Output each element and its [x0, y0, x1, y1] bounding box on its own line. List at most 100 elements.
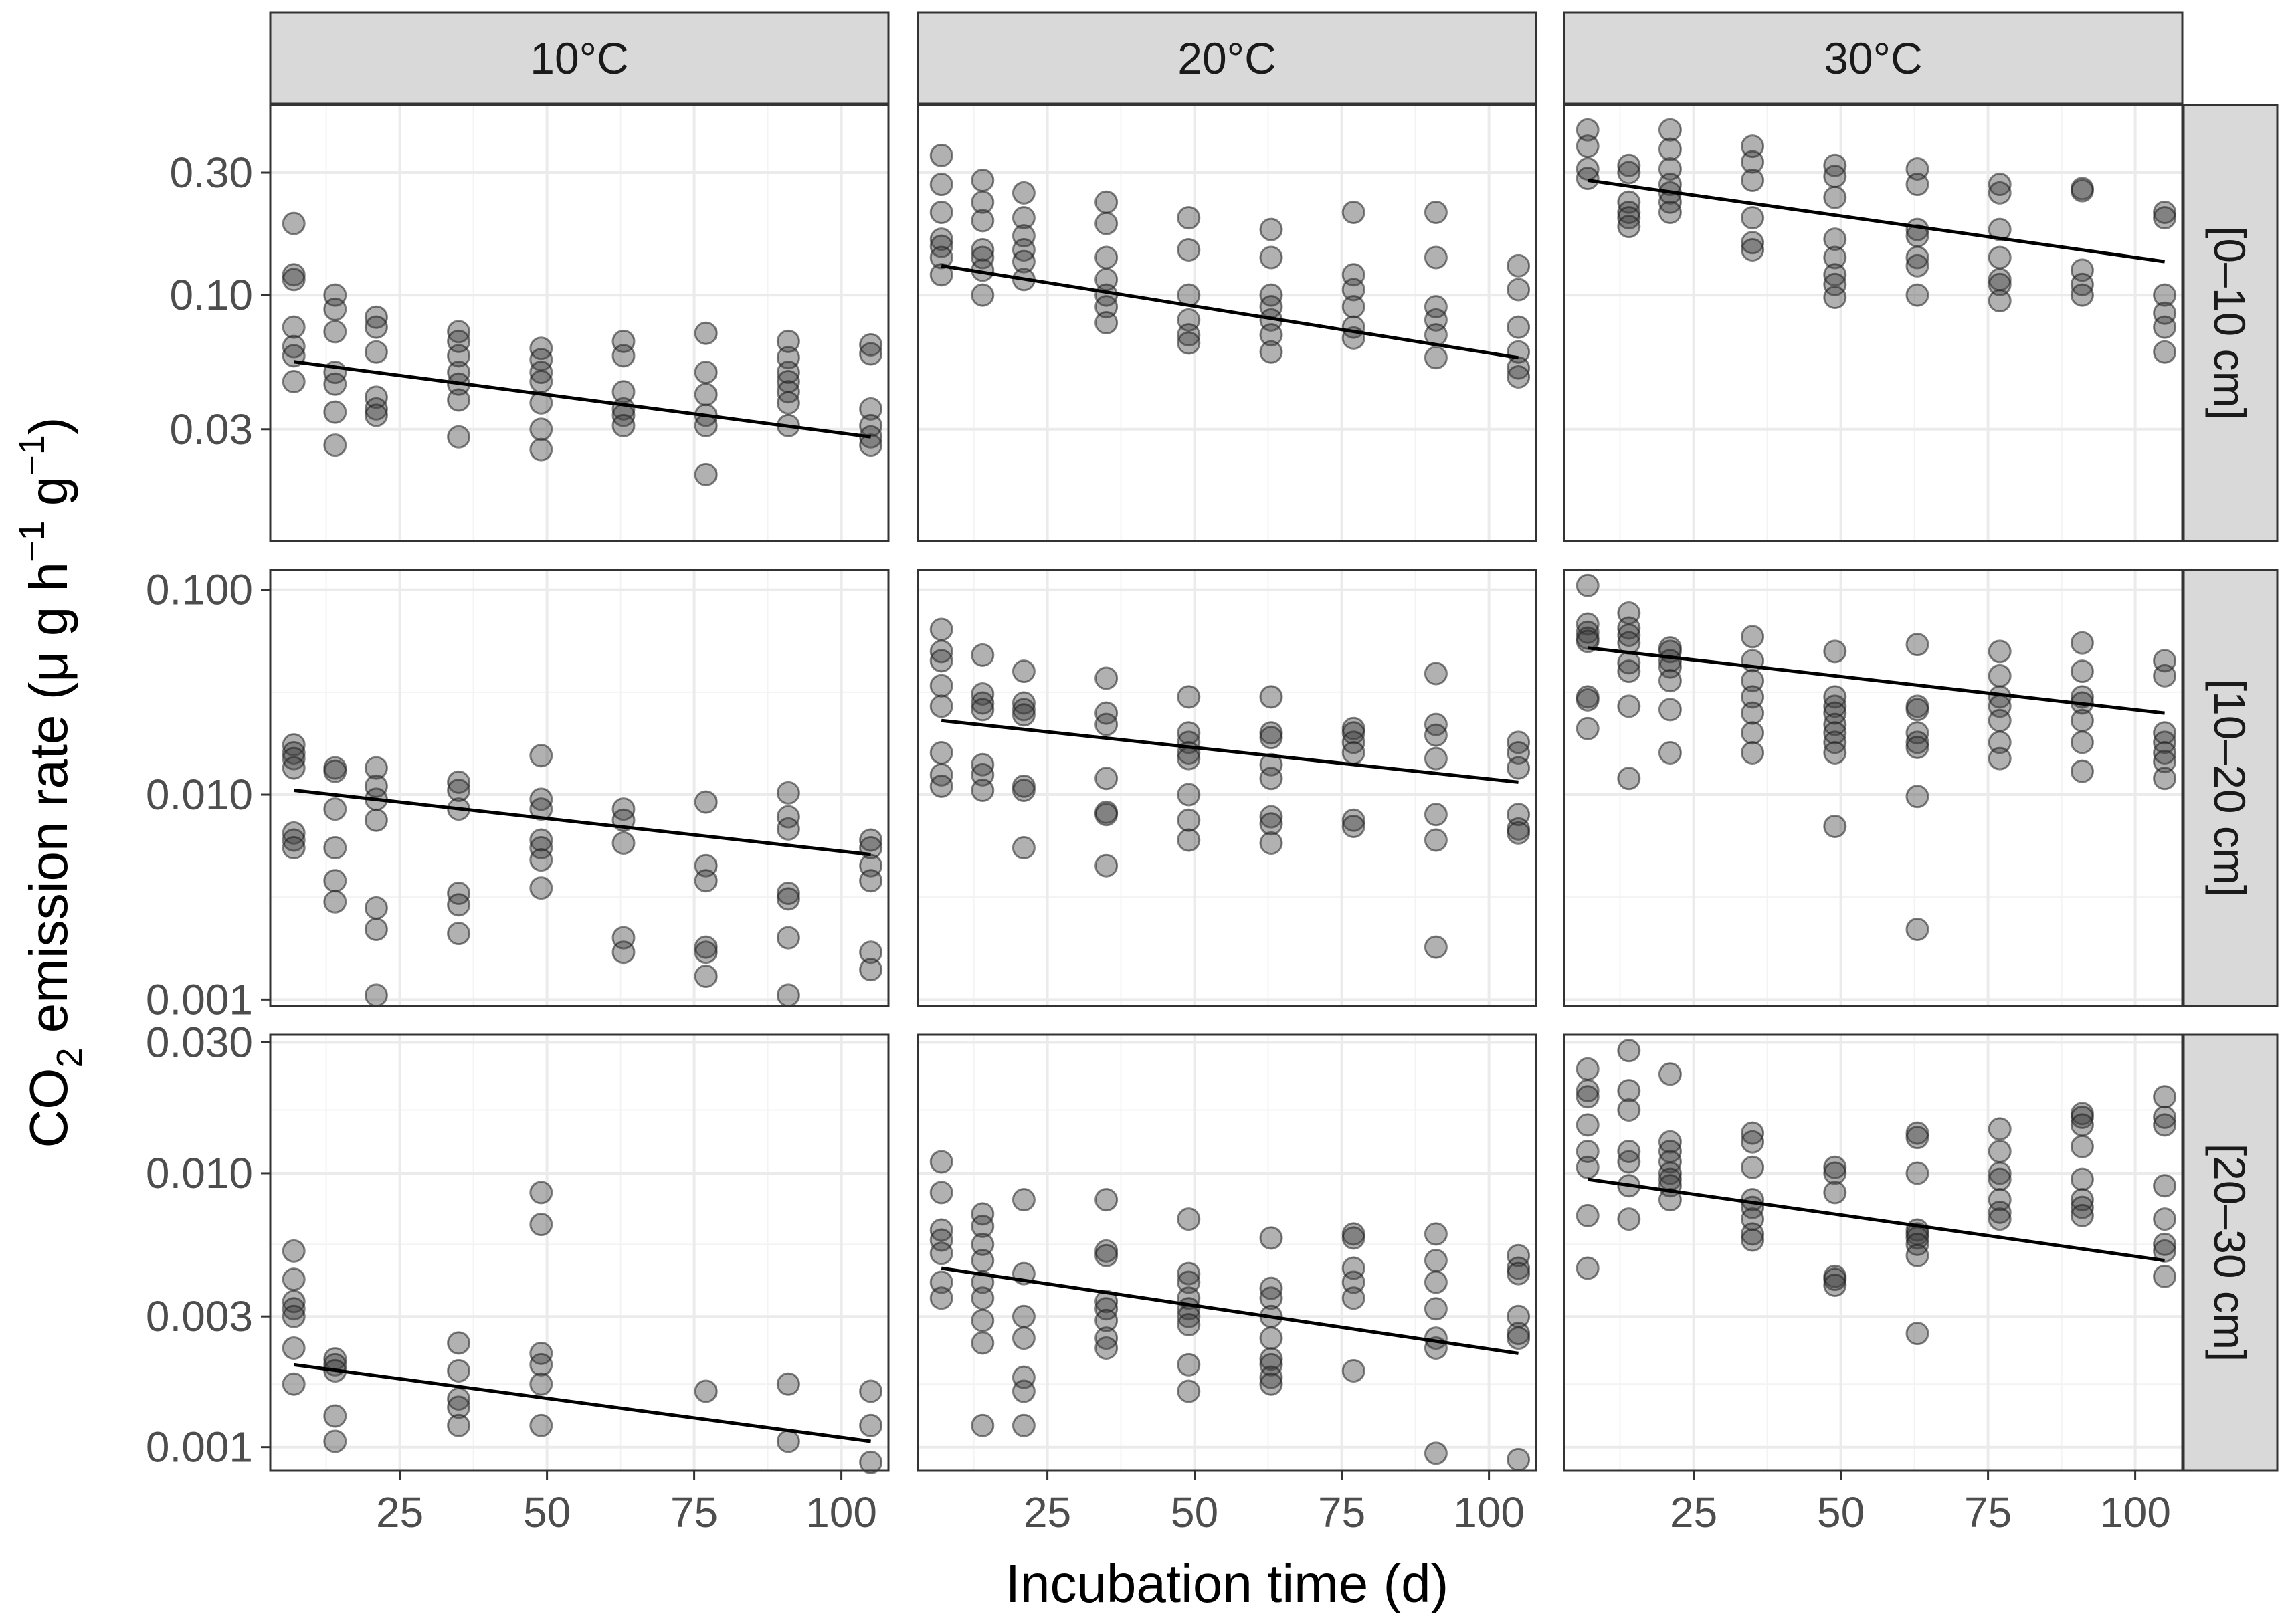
data-point	[1341, 278, 1365, 302]
data-point	[529, 848, 553, 872]
data-point	[1259, 283, 1283, 307]
data-point	[2153, 1239, 2177, 1263]
data-point	[1507, 1256, 1531, 1280]
data-point	[929, 200, 953, 224]
data-point	[1576, 1155, 1600, 1179]
data-point	[447, 425, 471, 449]
data-point	[859, 433, 883, 458]
data-point	[1012, 181, 1036, 205]
data-point	[1988, 1207, 2012, 1231]
data-point	[323, 433, 347, 458]
data-point	[1823, 185, 1847, 209]
data-point	[1012, 1188, 1036, 1212]
data-point	[1177, 1261, 1201, 1286]
data-point	[929, 740, 953, 765]
panel-background	[1564, 570, 2182, 1006]
panel-background	[270, 1035, 888, 1471]
data-point	[1259, 217, 1283, 241]
data-point	[1012, 1379, 1036, 1403]
data-point	[611, 940, 636, 965]
data-point	[929, 263, 953, 287]
row-strip-0-10: [0–10 cm]	[2182, 104, 2279, 542]
data-point	[776, 329, 800, 353]
data-point	[1259, 245, 1283, 270]
data-point	[1823, 227, 1847, 251]
data-point	[1012, 1304, 1036, 1328]
data-point	[859, 1413, 883, 1437]
x-tick-label-30c: 25	[1670, 1488, 1717, 1536]
data-point	[1259, 767, 1283, 791]
data-point	[282, 1239, 306, 1263]
data-point	[2153, 750, 2177, 774]
data-point	[1988, 708, 2012, 732]
data-point	[364, 983, 388, 1007]
data-point	[859, 869, 883, 893]
data-point	[1741, 1228, 1765, 1252]
data-point	[2153, 664, 2177, 688]
y-tick-label-0-10: 0.03	[169, 405, 253, 453]
data-point	[1259, 323, 1283, 347]
data-point	[1094, 190, 1119, 214]
data-point	[971, 1286, 995, 1310]
data-point	[1177, 808, 1201, 832]
data-point	[694, 1379, 718, 1403]
column-strip-20c: 20°C	[917, 11, 1537, 105]
data-point	[1576, 688, 1600, 712]
panel-20c-0-10	[917, 104, 1537, 542]
data-point	[1823, 712, 1847, 736]
data-point	[2153, 1113, 2177, 1137]
panel-background	[1564, 105, 2182, 541]
row-strip-10-20: [10–20 cm]	[2182, 569, 2279, 1007]
data-point	[1424, 803, 1448, 827]
data-point	[1177, 783, 1201, 807]
regression-line	[941, 264, 1519, 360]
data-point	[1341, 200, 1365, 224]
data-point	[971, 779, 995, 803]
row-strip-20-30: [20–30 cm]	[2182, 1033, 2279, 1472]
data-point	[1741, 231, 1765, 255]
data-point	[2153, 767, 2177, 791]
data-point	[1988, 289, 2012, 313]
data-point	[929, 1228, 953, 1252]
data-point	[1259, 685, 1283, 709]
data-point	[971, 1413, 995, 1437]
data-point	[929, 1241, 953, 1265]
data-point	[1988, 746, 2012, 771]
data-point	[1741, 625, 1765, 649]
panel-border	[269, 1033, 890, 1472]
data-point	[447, 1413, 471, 1437]
x-tick-label-10c: 75	[670, 1488, 718, 1536]
data-point	[2070, 179, 2094, 203]
data-point	[1259, 1326, 1283, 1350]
x-tick-label-30c: 75	[1964, 1488, 2012, 1536]
data-point	[1905, 1161, 1929, 1185]
data-point	[1507, 253, 1531, 278]
data-point	[776, 817, 800, 841]
panel-background	[270, 105, 888, 541]
data-point	[1988, 639, 2012, 664]
data-point	[282, 334, 306, 359]
y-axis-title-subscript: 2	[50, 1047, 90, 1068]
data-point	[1012, 836, 1036, 860]
data-point	[1617, 694, 1641, 718]
data-point	[1259, 812, 1283, 836]
data-point	[859, 333, 883, 357]
y-tick-label-20-30: 0.030	[146, 1018, 253, 1066]
data-point	[1823, 1267, 1847, 1292]
data-point	[971, 1232, 995, 1256]
data-point	[1988, 245, 2012, 270]
panel-background	[1564, 1035, 2182, 1471]
data-point	[929, 639, 953, 664]
data-point	[1094, 211, 1119, 235]
data-point	[1823, 1181, 1847, 1205]
strip-label-20c: 20°C	[1177, 33, 1276, 83]
data-point	[1424, 662, 1448, 686]
data-point	[971, 169, 995, 193]
data-point	[776, 887, 800, 911]
data-point	[323, 320, 347, 344]
regression-line	[941, 1266, 1519, 1355]
data-point	[1905, 785, 1929, 809]
data-point	[529, 391, 553, 415]
data-point	[1424, 295, 1448, 319]
